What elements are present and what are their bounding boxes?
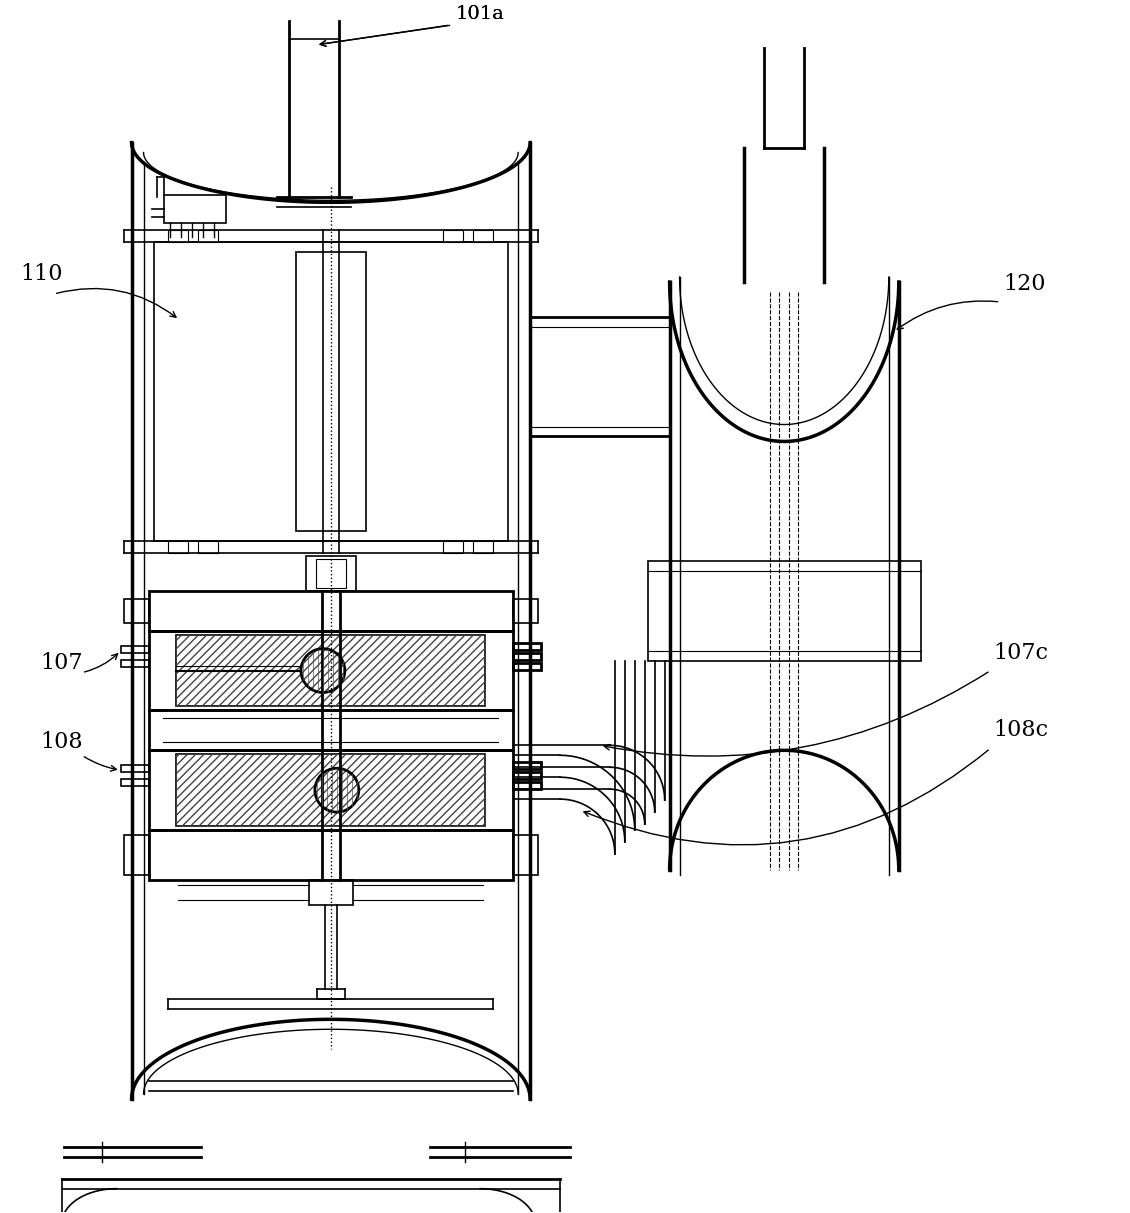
Bar <box>513 599 538 622</box>
Bar <box>473 541 494 553</box>
Bar <box>121 779 148 786</box>
Text: 120: 120 <box>1003 273 1046 295</box>
Bar <box>308 879 353 905</box>
Bar <box>513 773 541 779</box>
Text: 101a: 101a <box>455 5 504 23</box>
Bar <box>148 830 513 879</box>
Bar <box>513 662 541 670</box>
Bar <box>148 631 513 711</box>
Bar <box>176 754 485 826</box>
Bar <box>647 560 921 661</box>
Bar <box>123 835 148 875</box>
Bar <box>513 643 541 650</box>
Bar <box>443 230 463 243</box>
Bar <box>316 559 346 588</box>
Bar <box>148 591 513 631</box>
Bar <box>473 230 494 243</box>
Bar <box>176 754 485 826</box>
Bar <box>199 230 218 243</box>
Bar <box>148 711 513 751</box>
Bar <box>154 243 508 541</box>
Text: 108: 108 <box>40 731 82 753</box>
Bar <box>306 556 356 591</box>
Bar <box>513 835 538 875</box>
Bar <box>123 599 148 622</box>
Text: 107: 107 <box>40 651 82 673</box>
Bar <box>513 782 541 790</box>
Bar <box>513 762 541 769</box>
Text: 107c: 107c <box>993 642 1049 664</box>
Bar <box>176 634 485 706</box>
Bar <box>176 634 485 706</box>
Bar <box>148 751 513 830</box>
Bar <box>168 230 189 243</box>
Bar <box>168 541 189 553</box>
Bar <box>443 541 463 553</box>
Text: 110: 110 <box>20 263 62 285</box>
Text: 108c: 108c <box>993 719 1049 741</box>
Bar <box>296 252 366 531</box>
Bar <box>199 541 218 553</box>
Bar <box>121 660 148 667</box>
Bar <box>165 195 226 223</box>
Bar <box>121 765 148 773</box>
Bar <box>121 645 148 653</box>
Bar <box>513 653 541 660</box>
Text: 101a: 101a <box>455 5 504 23</box>
